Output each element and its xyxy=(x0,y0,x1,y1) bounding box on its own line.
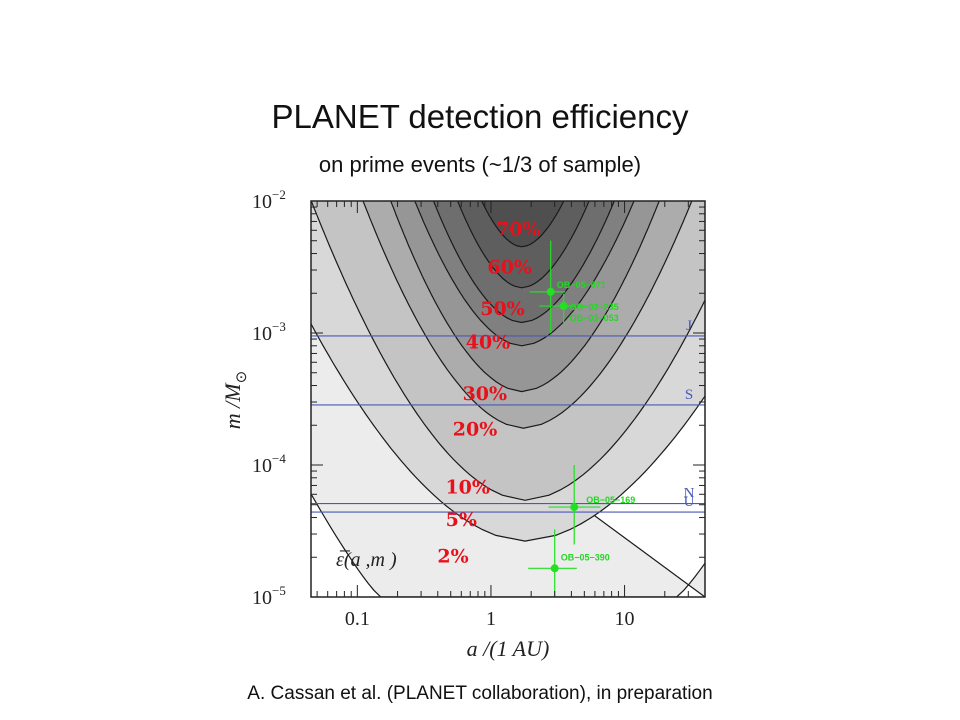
planet-label-J: J xyxy=(686,318,692,334)
citation-footer: A. Cassan et al. (PLANET collaboration),… xyxy=(247,683,713,704)
x-tick-label: 10 xyxy=(615,608,635,630)
planet-label-N: N xyxy=(684,486,695,502)
efficiency-annotation: ε̅(a ,m ) xyxy=(336,549,397,571)
slide-title: PLANET detection efficiency xyxy=(271,98,689,135)
y-tick-label: 10−3 xyxy=(252,319,286,345)
planet-label-U: U xyxy=(684,494,695,510)
contour-label-20pct: 20% xyxy=(453,418,498,440)
slide-subtitle: on prime events (~1/3 of sample) xyxy=(318,152,642,177)
contour-labels: 2% 5% 10% 20% 30% 40% 50% 60% 70% xyxy=(437,218,540,567)
y-tick-label: 10−2 xyxy=(252,187,286,213)
contour-label-30pct: 30% xyxy=(463,383,508,405)
contour-label-5pct: 5% xyxy=(446,509,477,531)
y-tick-label: 10−4 xyxy=(252,451,286,477)
contour-label-2pct: 2% xyxy=(437,546,468,568)
y-axis-label: m /M⊙ xyxy=(220,371,250,429)
contour-70pct xyxy=(480,201,565,248)
contour-label-70pct: 70% xyxy=(496,218,541,240)
contour-label-40pct: 40% xyxy=(466,332,511,354)
x-tick-label: 1 xyxy=(486,608,496,630)
event-label: OB−05−390 xyxy=(561,552,610,562)
contour-label-10pct: 10% xyxy=(445,476,490,498)
contour-label-60pct: 60% xyxy=(487,257,532,279)
x-axis-label: a /(1 AU) xyxy=(467,636,550,661)
x-tick-label: 0.1 xyxy=(345,608,370,630)
plot-frame xyxy=(310,200,706,598)
event-label: OB−03−235 xyxy=(570,302,619,312)
axis-ticks: 0.1 1 10 10−5 10−4 10−3 10−2 xyxy=(252,187,706,630)
y-tick-label: 10−5 xyxy=(252,583,286,609)
event-point xyxy=(570,503,579,512)
contour-label-50pct: 50% xyxy=(480,298,525,320)
planet-reference-lines: J S NU xyxy=(311,318,705,513)
contour-layer xyxy=(311,201,705,597)
event-label: OB−05−169 xyxy=(586,495,635,505)
event-point xyxy=(559,302,568,311)
event-point xyxy=(550,564,559,573)
event-label: OB−03−053 xyxy=(570,313,619,323)
event-point xyxy=(546,287,555,296)
planet-label-S: S xyxy=(685,387,693,403)
event-label: OB−05−071 xyxy=(557,280,606,290)
